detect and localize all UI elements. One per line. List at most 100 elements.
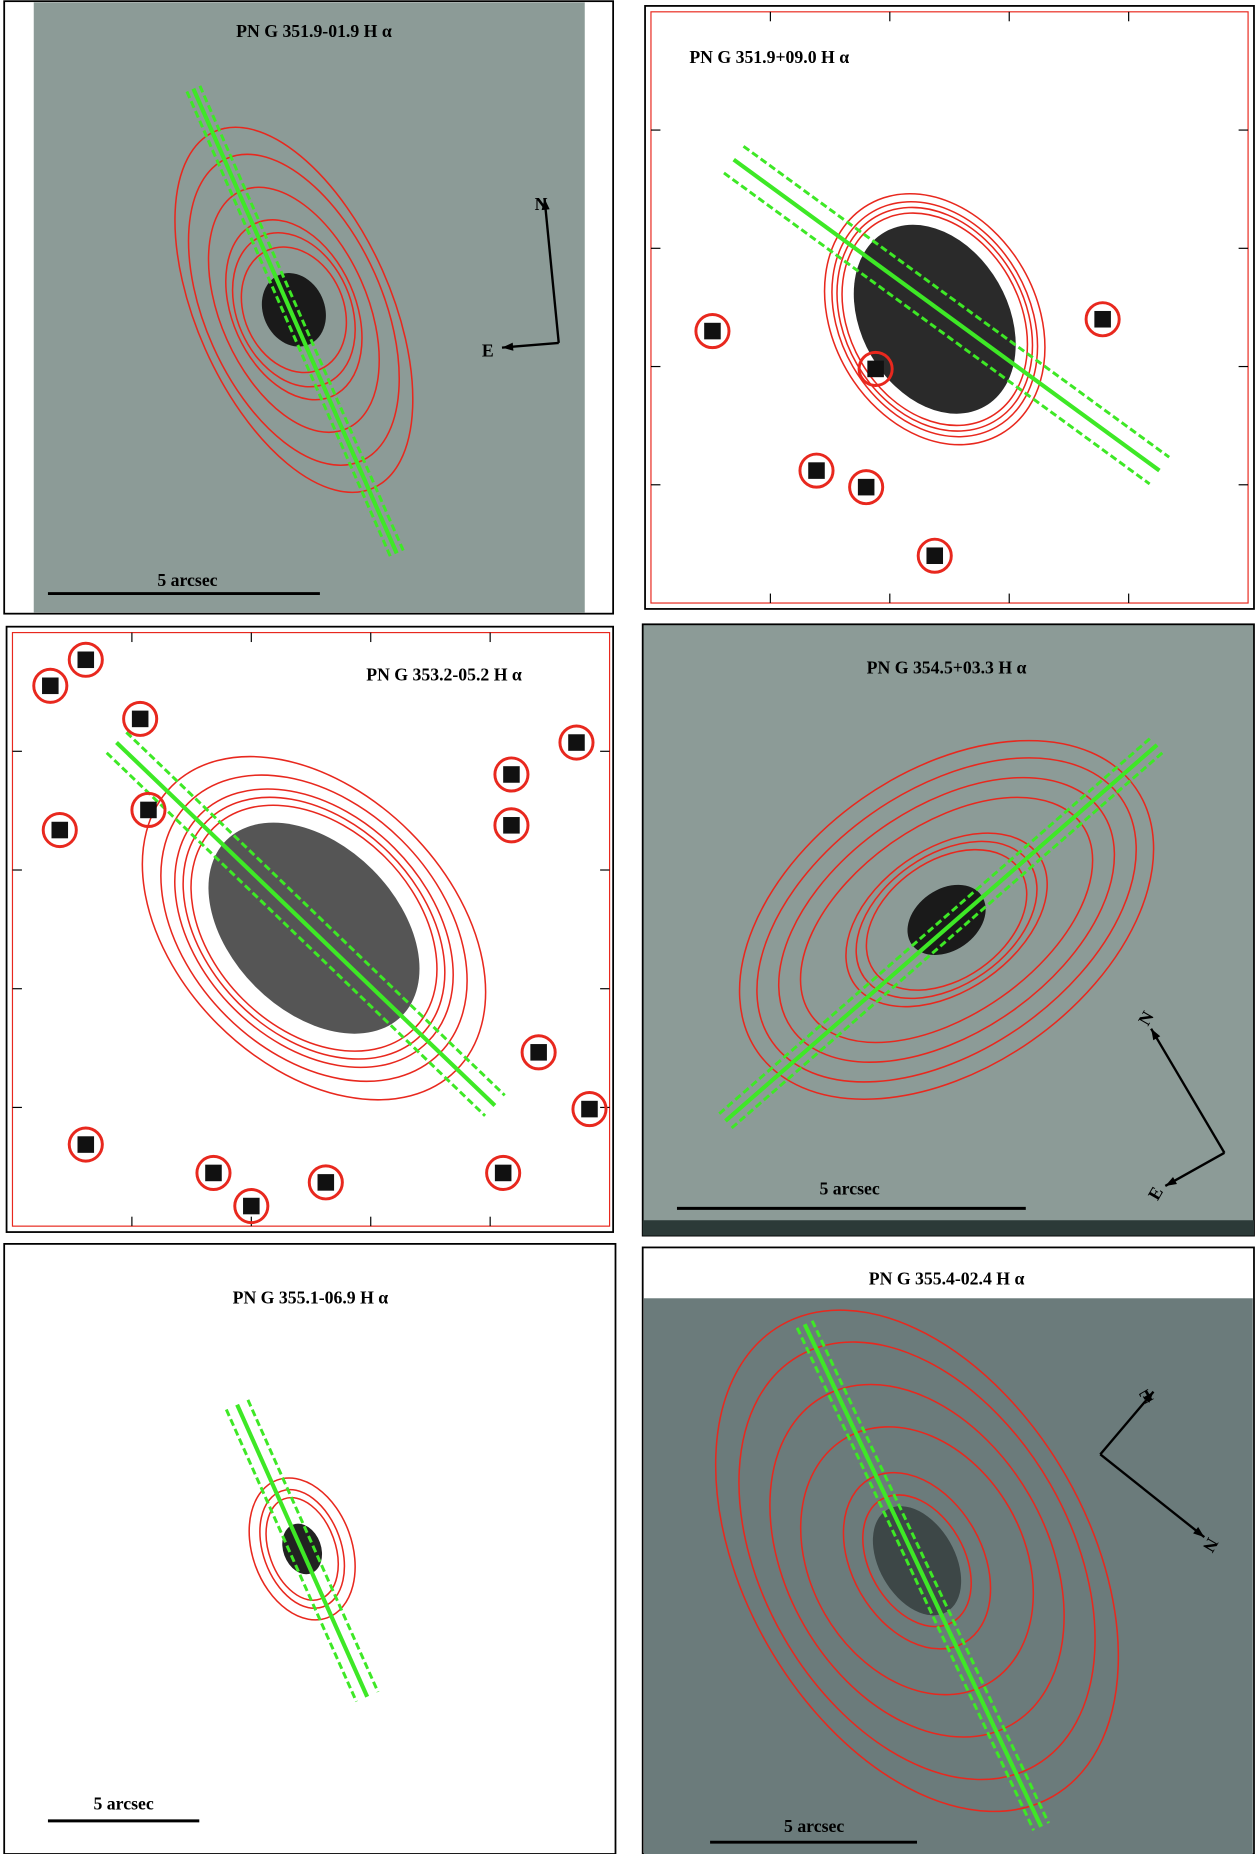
arrow-head	[1143, 1391, 1154, 1403]
contour	[845, 832, 1048, 1008]
nebula-core	[907, 884, 986, 955]
star	[77, 1136, 95, 1153]
star-contour	[493, 807, 530, 844]
slit-center	[191, 87, 399, 555]
star	[581, 1100, 598, 1118]
star-contour	[571, 1091, 608, 1128]
contour	[225, 219, 363, 401]
contour	[231, 232, 356, 388]
compass-north: N	[535, 194, 548, 214]
contour	[259, 1488, 346, 1610]
panels-layer	[3, 0, 1255, 1854]
slit-center	[235, 1403, 370, 1698]
arrow-head	[1193, 1527, 1205, 1538]
star	[494, 1164, 512, 1182]
panel-title: PN G 351.9-01.9 H α	[236, 21, 392, 41]
contour	[823, 193, 1046, 446]
arrow-head	[1165, 1176, 1177, 1186]
nebula-core	[261, 273, 326, 347]
nebula-core	[853, 224, 1016, 414]
contour	[265, 1496, 339, 1601]
compass-arrow	[1150, 1028, 1226, 1154]
star-contour	[485, 1154, 522, 1191]
slit-center	[732, 157, 1161, 473]
compass-arrow	[1099, 1453, 1206, 1539]
slit-center	[724, 743, 1159, 1123]
star-contour	[307, 1164, 344, 1201]
contour	[769, 1383, 1065, 1738]
star	[317, 1174, 335, 1191]
star-contour	[493, 756, 530, 793]
scale-label: 5 arcsec	[820, 1179, 880, 1199]
slit-edge	[224, 1408, 358, 1703]
star-contour	[67, 641, 104, 678]
star-contour	[916, 537, 953, 574]
star	[808, 462, 825, 479]
contour	[865, 848, 1028, 991]
contour	[207, 186, 380, 434]
star-contour	[1084, 301, 1121, 338]
contour	[714, 1309, 1120, 1813]
star	[1094, 310, 1111, 328]
scale-label: 5 arcsec	[157, 570, 217, 590]
contour	[831, 201, 1039, 438]
star-contour	[694, 313, 731, 350]
slit-edge	[795, 1327, 1036, 1831]
compass-arrow	[1164, 1151, 1226, 1187]
contour	[799, 1426, 1035, 1696]
star	[704, 322, 721, 340]
image-border	[11, 631, 611, 1227]
star	[140, 801, 157, 819]
arrow-head	[501, 342, 514, 351]
star-contour	[848, 469, 885, 506]
scale-label: 5 arcsec	[94, 1794, 154, 1814]
arrow-head	[541, 198, 550, 211]
contour	[174, 126, 414, 494]
contour	[799, 796, 1094, 1044]
slit-center	[115, 741, 497, 1108]
star	[42, 677, 59, 695]
compass-arrow	[1099, 1390, 1155, 1456]
slit-edge	[246, 1399, 380, 1693]
star-contour	[233, 1188, 270, 1225]
contour	[240, 246, 348, 374]
scale-label: 5 arcsec	[784, 1816, 844, 1836]
contour	[777, 776, 1116, 1063]
contour	[187, 153, 400, 467]
slit-center	[802, 1323, 1044, 1828]
star-contour	[41, 812, 78, 849]
slit-edge	[105, 751, 487, 1117]
star	[243, 1197, 260, 1215]
star-contour	[67, 1126, 104, 1163]
contour	[248, 1477, 356, 1621]
contour	[836, 206, 1034, 432]
star	[568, 734, 585, 751]
star	[77, 651, 95, 669]
slit-edge	[125, 731, 506, 1097]
contour	[738, 739, 1155, 1100]
star	[205, 1164, 222, 1182]
star	[926, 547, 944, 565]
star	[503, 766, 520, 783]
slit-edge	[742, 145, 1171, 459]
star	[867, 360, 884, 378]
panel-title: PN G 355.1-06.9 H α	[233, 1288, 389, 1308]
image-edge	[642, 1220, 1254, 1236]
contour	[855, 840, 1038, 1000]
image-border	[650, 11, 1249, 604]
panel-title: PN G 353.2-05.2 H α	[366, 664, 522, 684]
star-contour	[32, 667, 69, 704]
star-contour	[798, 452, 835, 489]
star-contour	[130, 791, 167, 828]
star-contour	[558, 724, 595, 761]
star	[857, 478, 875, 496]
star-contour	[857, 350, 894, 387]
star	[530, 1044, 547, 1061]
slit-edge	[810, 1320, 1050, 1824]
star	[51, 821, 69, 839]
star	[503, 817, 520, 834]
contour	[756, 757, 1137, 1083]
panel-title: PN G 351.9+09.0 H α	[689, 47, 849, 67]
star	[131, 710, 149, 728]
